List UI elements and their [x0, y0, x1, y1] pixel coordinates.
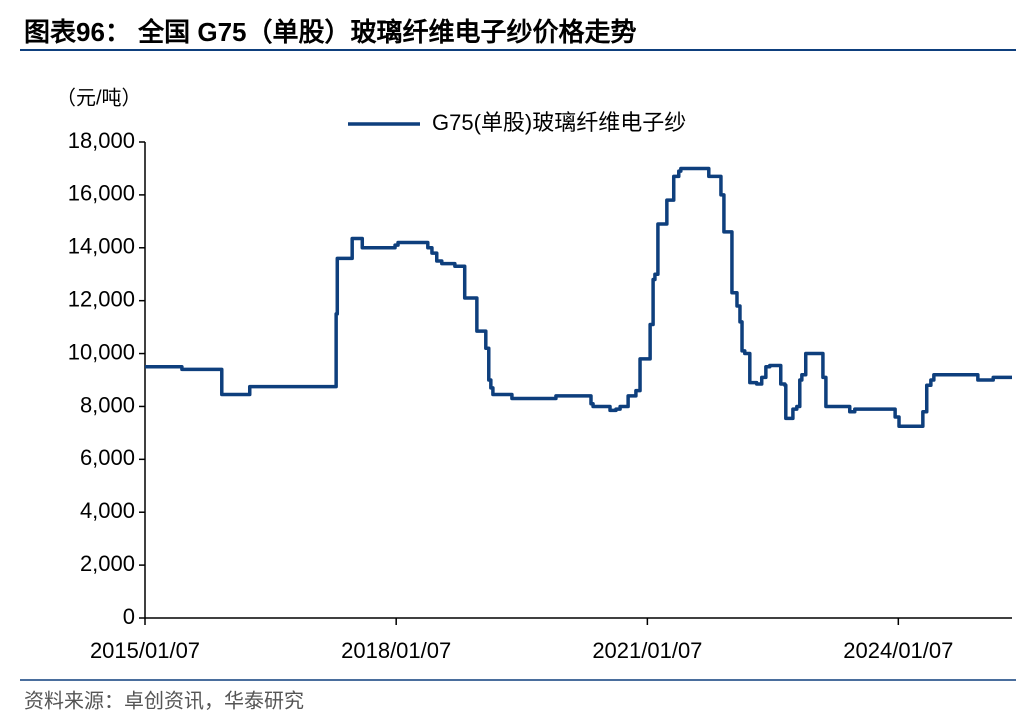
- y-tick-label: 18,000: [68, 128, 135, 153]
- y-tick-label: 6,000: [80, 445, 135, 470]
- y-tick-label: 16,000: [68, 181, 135, 206]
- y-tick-label: 12,000: [68, 286, 135, 311]
- y-axis-label: （元/吨）: [56, 86, 142, 109]
- y-tick-label: 0: [123, 604, 135, 629]
- x-tick-label: 2021/01/07: [592, 638, 702, 663]
- chart-title: 图表96： 全国 G75（单股）玻璃纤维电子纱价格走势: [24, 17, 637, 47]
- x-tick-label: 2024/01/07: [843, 638, 953, 663]
- x-tick-label: 2018/01/07: [341, 638, 451, 663]
- y-tick-label: 2,000: [80, 551, 135, 576]
- x-tick-label: 2015/01/07: [90, 638, 200, 663]
- source-note: 资料来源：卓创资讯，华泰研究: [24, 689, 304, 712]
- y-tick-label: 4,000: [80, 498, 135, 523]
- series-line: [145, 166, 1012, 429]
- y-tick-label: 10,000: [68, 339, 135, 364]
- legend-label: G75(单股)玻璃纤维电子纱: [432, 110, 686, 135]
- y-tick-label: 8,000: [80, 392, 135, 417]
- y-tick-label: 14,000: [68, 234, 135, 259]
